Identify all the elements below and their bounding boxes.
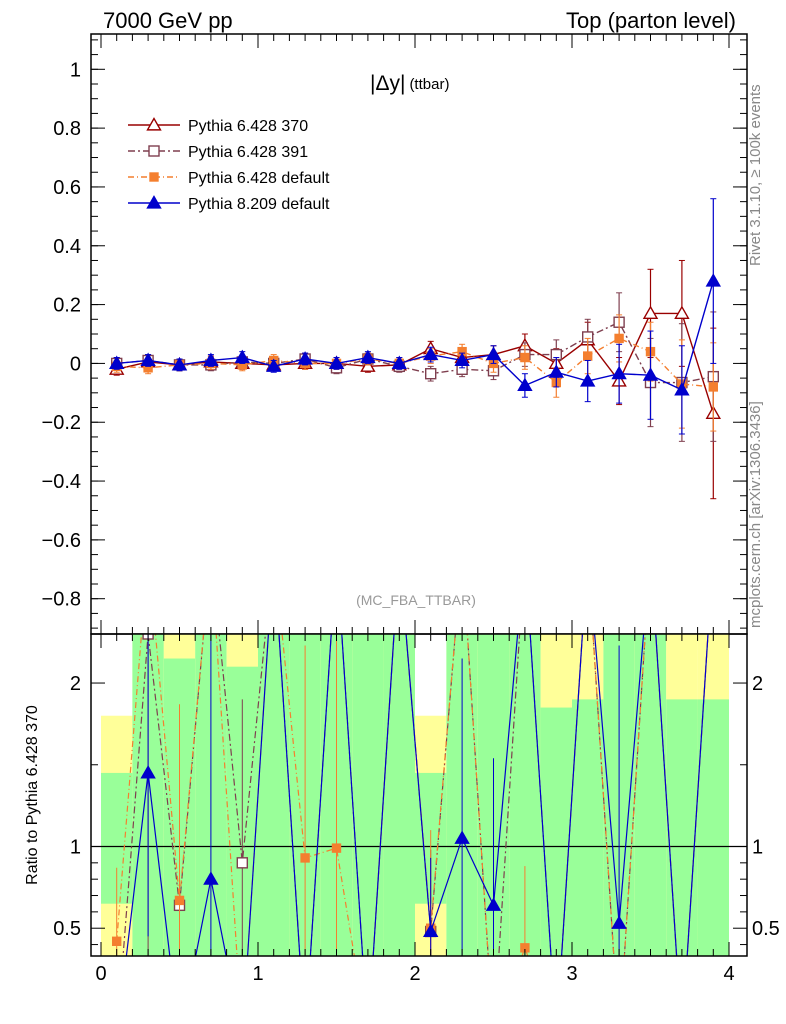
ratio-point-pythia-8-209-default (611, 915, 627, 929)
series-line-pythia-8-209-default (116, 280, 714, 391)
data-point-pythia-8-209-default (328, 355, 345, 369)
ratio-band-inner (258, 634, 290, 956)
legend-label-pythia-6-428-default: Pythia 6.428 default (188, 170, 330, 187)
main-panel: −0.8 −0.6 −0.4 −0.2 0 0.2 0.4 0.6 0.8 1 |Δy| (ttb… (42, 33, 748, 635)
legend-marker-pythia-6-428-370 (146, 117, 162, 131)
data-point-pythia-8-209-default (579, 373, 596, 387)
y-tick-label: 1 (70, 59, 81, 81)
header-left: 7000 GeV pp (103, 8, 233, 33)
data-point-pythia-8-209-default (674, 381, 690, 396)
ratio-point-pythia-6-428-default (174, 895, 185, 906)
ratio-band-inner (572, 699, 604, 956)
data-point-pythia-6-428-default (614, 333, 624, 344)
ratio-line-pythia-8-209-default (125, 634, 709, 956)
data-point-pythia-8-209-default (391, 355, 408, 369)
ratio-band-inner (697, 699, 729, 956)
ratio-y-tick-label-right: 1 (752, 836, 763, 858)
ratio-frame (90, 633, 748, 957)
data-point-pythia-8-209-default (360, 349, 376, 364)
data-point-pythia-8-209-default (297, 351, 313, 365)
legend-marker-pythia-6-428-default (149, 172, 159, 182)
legend-label-pythia-6-428-370: Pythia 6.428 370 (188, 118, 308, 135)
data-point-pythia-8-209-default (140, 352, 156, 367)
header-right: Top (parton level) (566, 8, 736, 33)
ratio-axes-layer: 0.5 0.5 1 1 2 2 0 1 2 3 4 (53, 633, 780, 985)
data-point-pythia-6-428-default (520, 352, 530, 363)
rivet-label: Rivet 3.1.10, ≥ 100k events (747, 84, 764, 266)
legend: Pythia 6.428 370 Pythia 6.428 391 Pythia 6… (128, 117, 330, 213)
data-point-pythia-8-209-default (234, 349, 251, 364)
y-tick-label: −0.8 (42, 589, 81, 611)
ratio-point-pythia-6-428-391 (236, 857, 249, 869)
ratio-point-pythia-8-209-default (203, 871, 219, 885)
ratio-point-pythia-6-428-default (331, 843, 342, 853)
main-series-layer (108, 198, 722, 500)
chart-title: |Δy| (370, 72, 405, 95)
data-point-pythia-8-209-default (203, 352, 219, 367)
data-point-pythia-8-209-default (454, 352, 470, 367)
y-tick-label: 0.4 (53, 236, 81, 258)
data-point-pythia-8-209-default (265, 358, 282, 372)
data-point-pythia-8-209-default (517, 377, 533, 392)
data-point-pythia-8-209-default (422, 346, 439, 361)
ratio-band-inner (666, 699, 698, 956)
data-point-pythia-6-428-391 (425, 368, 437, 380)
data-point-pythia-8-209-default (485, 346, 502, 361)
ratio-series-layer (111, 634, 709, 956)
data-point-pythia-6-428-370 (674, 305, 690, 319)
data-point-pythia-8-209-default (548, 364, 565, 378)
ratio-band-inner (352, 634, 384, 956)
chart-title-sub: (ttbar) (409, 76, 449, 93)
legend-marker-pythia-6-428-391 (148, 145, 160, 157)
legend-marker-pythia-8-209-default (146, 195, 162, 209)
legend-label-pythia-8-209-default: Pythia 8.209 default (188, 196, 330, 213)
ratio-point-pythia-6-428-default (300, 853, 310, 863)
ratio-point-pythia-8-209-default (140, 765, 156, 779)
y-tick-label: −0.6 (42, 530, 81, 552)
x-tick-label: 3 (566, 963, 577, 985)
ratio-y-tick-label: 1 (70, 836, 81, 858)
x-tick-label: 1 (252, 963, 263, 985)
ratio-y-tick-label: 0.5 (53, 918, 81, 940)
y-tick-label: 0.6 (53, 177, 81, 199)
y-tick-label: −0.2 (42, 412, 81, 434)
y-tick-label: 0.2 (53, 295, 81, 317)
ratio-point-pythia-8-209-default (454, 830, 470, 844)
data-point-pythia-6-428-370 (642, 305, 659, 319)
data-point-pythia-8-209-default (611, 365, 627, 380)
mcplots-label: mcplots.cern.ch [arXiv:1306.3436] (747, 401, 764, 628)
legend-label-pythia-6-428-391: Pythia 6.428 391 (188, 144, 308, 161)
ratio-band-inner (540, 707, 572, 956)
ratio-y-tick-label-right: 2 (752, 673, 763, 695)
data-point-pythia-6-428-370 (360, 358, 376, 372)
ratio-point-pythia-8-209-default (485, 897, 502, 911)
data-point-pythia-8-209-default (171, 356, 188, 371)
y-tick-label: 0.8 (53, 118, 81, 140)
ratio-panel: 0.5 0.5 1 1 2 2 0 1 2 3 4 Ratio to Pythia 6.428 37… (24, 633, 780, 985)
series-line-pythia-6-428-default (116, 337, 714, 388)
ratio-point-pythia-6-428-default (111, 936, 122, 946)
data-point-pythia-6-428-default (708, 382, 718, 392)
data-point-pythia-8-209-default (108, 355, 125, 369)
ratio-band-inner (383, 634, 415, 956)
ratio-y-tick-label: 2 (70, 673, 81, 695)
ratio-ylabel: Ratio to Pythia 6.428 370 (24, 705, 41, 885)
y-tick-label: −0.4 (42, 471, 81, 493)
ratio-point-pythia-8-209-default (422, 923, 439, 938)
data-point-pythia-8-209-default (705, 273, 722, 287)
x-tick-label: 2 (409, 963, 420, 985)
y-tick-label: 0 (70, 353, 81, 375)
ratio-band-inner (634, 634, 667, 956)
data-point-pythia-8-209-default (642, 367, 659, 381)
x-tick-label: 0 (95, 963, 106, 985)
x-tick-label: 4 (723, 963, 734, 985)
analysis-watermark: (MC_FBA_TTBAR) (356, 592, 476, 608)
data-point-pythia-6-428-default (583, 351, 593, 361)
ratio-y-tick-label-right: 0.5 (752, 918, 780, 940)
